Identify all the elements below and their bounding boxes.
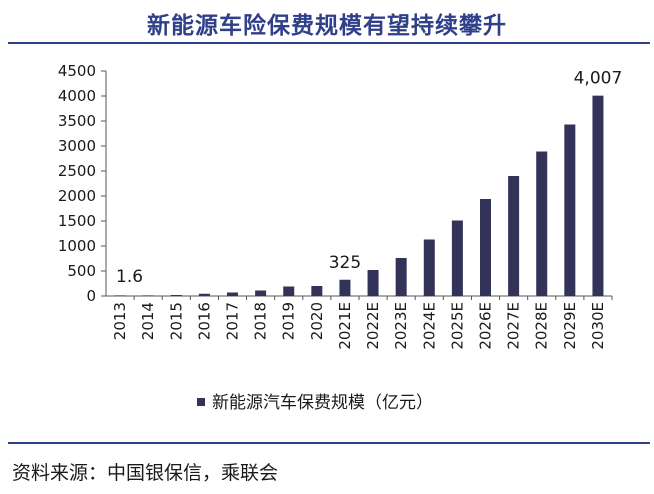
source-rule [8,442,650,444]
x-tick-label: 2020 [308,302,326,340]
bar-chart: 0 500 1000 1500 2000 2500 3000 3500 4000 4500 2013… [58,62,623,413]
bar-2016 [198,293,210,296]
x-tick-label: 2024E [420,302,438,350]
bar-2029E [564,124,576,296]
x-tick-label: 2014 [139,302,157,340]
y-tick-label: 3000 [58,137,96,155]
bar-2023E [395,258,407,296]
bar-2014 [142,295,154,296]
x-tick-label: 2016 [195,302,213,340]
x-tick-label: 2023E [392,302,410,350]
y-tick-label: 500 [67,262,96,280]
legend-swatch [197,398,205,406]
chart-title: 新能源车险保费规模有望持续攀升 [147,13,507,39]
source-note: 资料来源：中国银保信，乘联会 [12,462,279,484]
x-tick-label: 2021E [336,302,354,350]
x-tick-label: 2029E [561,302,579,350]
y-tick-label: 2500 [58,162,96,180]
x-tick-label: 2030E [589,302,607,350]
bar-2025E [451,220,463,296]
x-tick-label: 2018 [252,302,270,340]
bar-2019 [283,286,295,296]
bar-2021E [339,279,351,296]
data-label: 4,007 [574,69,623,89]
legend-label: 新能源汽车保费规模（亿元） [212,393,433,413]
y-tick-label: 0 [86,287,96,305]
y-tick-label: 4500 [58,62,96,80]
data-label: 1.6 [116,267,143,287]
y-tick-label: 4000 [58,87,96,105]
title-rule [8,42,650,44]
bar-2013 [114,295,126,296]
bar-2015 [170,295,182,296]
x-tick-label: 2027E [505,302,523,350]
x-tick-label: 2017 [224,302,242,340]
bar-2027E [508,176,520,296]
y-tick-label: 1500 [58,212,96,230]
y-tick-label: 3500 [58,112,96,130]
x-tick-label: 2015 [167,302,185,340]
bar-2017 [227,292,238,296]
bar-2030E [592,95,604,297]
bar-2028E [536,151,548,296]
bar-2026E [480,199,491,296]
x-tick-label: 2013 [111,302,129,340]
bar-2024E [423,239,435,296]
y-tick-label: 2000 [58,187,96,205]
data-label: 325 [329,253,361,273]
x-tick-label: 2028E [533,302,551,350]
bar-2018 [255,290,267,296]
x-tick-label: 2026E [477,302,495,350]
bar-2020 [311,286,323,296]
x-tick-label: 2022E [364,302,382,350]
bar-2022E [367,270,379,296]
x-tick-label: 2025E [448,302,466,350]
y-tick-label: 1000 [58,237,96,255]
x-tick-label: 2019 [280,302,298,340]
